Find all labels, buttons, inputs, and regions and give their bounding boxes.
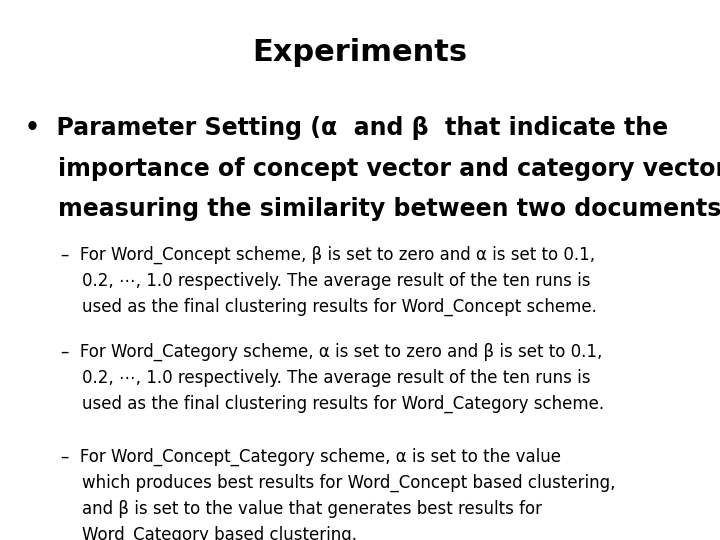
Text: and β is set to the value that generates best results for: and β is set to the value that generates… bbox=[61, 500, 542, 518]
Text: used as the final clustering results for Word_Concept scheme.: used as the final clustering results for… bbox=[61, 298, 597, 316]
Text: used as the final clustering results for Word_Category scheme.: used as the final clustering results for… bbox=[61, 395, 604, 413]
Text: –  For Word_Category scheme, α is set to zero and β is set to 0.1,: – For Word_Category scheme, α is set to … bbox=[61, 343, 603, 361]
Text: 0.2, ⋯, 1.0 respectively. The average result of the ten runs is: 0.2, ⋯, 1.0 respectively. The average re… bbox=[61, 369, 590, 387]
Text: which produces best results for Word_Concept based clustering,: which produces best results for Word_Con… bbox=[61, 474, 616, 492]
Text: importance of concept vector and category vector in: importance of concept vector and categor… bbox=[25, 157, 720, 180]
Text: Word_Category based clustering.: Word_Category based clustering. bbox=[61, 526, 357, 540]
Text: •  Parameter Setting (α  and β  that indicate the: • Parameter Setting (α and β that indica… bbox=[25, 116, 668, 140]
Text: Experiments: Experiments bbox=[253, 38, 467, 67]
Text: –  For Word_Concept_Category scheme, α is set to the value: – For Word_Concept_Category scheme, α is… bbox=[61, 448, 561, 467]
Text: measuring the similarity between two documents.): measuring the similarity between two doc… bbox=[25, 197, 720, 221]
Text: 0.2, ⋯, 1.0 respectively. The average result of the ten runs is: 0.2, ⋯, 1.0 respectively. The average re… bbox=[61, 272, 590, 289]
Text: –  For Word_Concept scheme, β is set to zero and α is set to 0.1,: – For Word_Concept scheme, β is set to z… bbox=[61, 246, 595, 264]
